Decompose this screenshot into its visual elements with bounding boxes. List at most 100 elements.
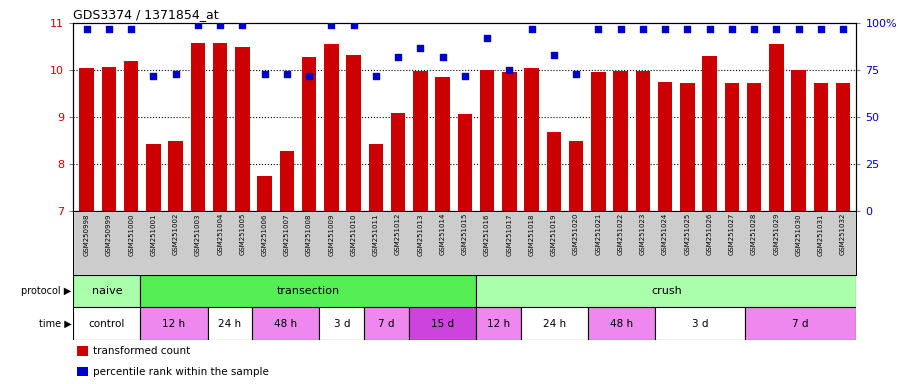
Point — [636, 26, 650, 32]
Bar — [80, 68, 93, 211]
Bar — [588, 307, 655, 340]
Text: GSM251008: GSM251008 — [306, 213, 312, 256]
Point — [835, 26, 850, 32]
Point — [524, 26, 539, 32]
Bar — [591, 73, 605, 211]
Text: GSM251027: GSM251027 — [729, 213, 735, 255]
Point — [301, 73, 316, 79]
Text: GSM251004: GSM251004 — [217, 213, 224, 255]
Text: GSM251017: GSM251017 — [507, 213, 512, 256]
Text: GSM251002: GSM251002 — [172, 213, 179, 255]
Point — [124, 26, 138, 32]
Text: GSM251021: GSM251021 — [595, 213, 602, 255]
Point — [368, 73, 383, 79]
Text: crush: crush — [651, 286, 682, 296]
Text: GSM251022: GSM251022 — [617, 213, 624, 255]
Text: GSM251005: GSM251005 — [239, 213, 245, 255]
Text: GSM251030: GSM251030 — [796, 213, 802, 256]
Bar — [413, 71, 428, 211]
Bar — [140, 275, 476, 307]
Bar — [320, 307, 365, 340]
Bar — [102, 67, 116, 211]
Text: GSM251001: GSM251001 — [150, 213, 157, 256]
Bar — [836, 83, 850, 211]
Point — [480, 35, 495, 41]
Point — [191, 22, 205, 28]
Bar — [213, 43, 227, 211]
Text: GSM251003: GSM251003 — [195, 213, 201, 256]
Text: 24 h: 24 h — [543, 318, 566, 329]
Point — [502, 67, 517, 73]
Text: GSM250999: GSM250999 — [106, 213, 112, 256]
Bar — [681, 83, 694, 211]
Bar — [73, 307, 140, 340]
Text: GSM251019: GSM251019 — [551, 213, 557, 256]
Bar — [502, 73, 517, 211]
Bar — [791, 70, 806, 211]
Text: time ▶: time ▶ — [38, 318, 71, 329]
Bar — [252, 307, 320, 340]
Bar — [435, 77, 450, 211]
Text: GSM251006: GSM251006 — [262, 213, 267, 256]
Text: transection: transection — [277, 286, 340, 296]
Point — [169, 71, 183, 77]
Text: GSM251016: GSM251016 — [485, 213, 490, 256]
Text: GSM251028: GSM251028 — [751, 213, 758, 255]
Point — [235, 22, 250, 28]
Bar — [703, 56, 717, 211]
Bar — [458, 114, 472, 211]
Point — [213, 22, 227, 28]
Text: GSM251025: GSM251025 — [684, 213, 691, 255]
Point — [769, 26, 784, 32]
Text: 7 d: 7 d — [378, 318, 395, 329]
Text: GSM251020: GSM251020 — [573, 213, 579, 255]
Point — [747, 26, 761, 32]
Bar — [140, 307, 208, 340]
Point — [569, 71, 583, 77]
Text: 48 h: 48 h — [610, 318, 633, 329]
Text: 3 d: 3 d — [692, 318, 708, 329]
Bar — [636, 71, 650, 211]
Text: GSM251023: GSM251023 — [640, 213, 646, 255]
Text: percentile rank within the sample: percentile rank within the sample — [93, 367, 268, 377]
Text: GSM251013: GSM251013 — [418, 213, 423, 256]
Point — [324, 22, 339, 28]
Point — [346, 22, 361, 28]
Bar — [346, 55, 361, 211]
Bar — [476, 307, 521, 340]
Text: GSM251031: GSM251031 — [818, 213, 823, 256]
Bar — [368, 144, 383, 211]
Text: GSM251012: GSM251012 — [395, 213, 401, 255]
Bar — [365, 307, 409, 340]
Text: GDS3374 / 1371854_at: GDS3374 / 1371854_at — [73, 8, 219, 21]
Text: GSM250998: GSM250998 — [83, 213, 90, 256]
Bar — [569, 141, 583, 211]
Point — [457, 73, 472, 79]
Text: GSM251029: GSM251029 — [773, 213, 780, 255]
Text: GSM251024: GSM251024 — [662, 213, 668, 255]
Point — [658, 26, 672, 32]
Point — [435, 54, 450, 60]
Text: 3 d: 3 d — [333, 318, 350, 329]
Point — [413, 45, 428, 51]
Bar — [302, 57, 316, 211]
Bar — [77, 346, 88, 356]
Point — [102, 26, 116, 32]
Point — [813, 26, 828, 32]
Bar — [279, 151, 294, 211]
Text: GSM251010: GSM251010 — [351, 213, 356, 256]
Text: GSM251009: GSM251009 — [328, 213, 334, 256]
Bar — [614, 71, 627, 211]
Text: naive: naive — [92, 286, 122, 296]
Text: GSM251007: GSM251007 — [284, 213, 289, 256]
Bar — [124, 61, 138, 211]
Bar — [747, 83, 761, 211]
Bar — [235, 46, 249, 211]
Bar — [521, 307, 588, 340]
Bar — [813, 83, 828, 211]
Bar — [524, 68, 539, 211]
Bar — [409, 307, 476, 340]
Point — [791, 26, 806, 32]
Bar — [547, 132, 562, 211]
Text: GSM251015: GSM251015 — [462, 213, 468, 255]
